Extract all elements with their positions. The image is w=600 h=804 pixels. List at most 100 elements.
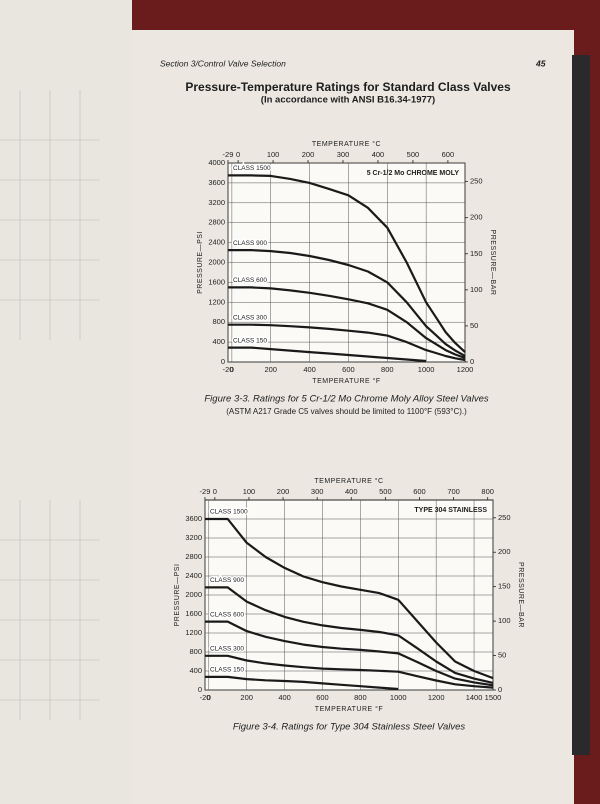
series-label: CLASS 600 — [233, 277, 267, 284]
y-tick-label: 0 — [221, 357, 225, 366]
chart-annotation: 5 Cr-1/2 Mo CHROME MOLY — [367, 170, 460, 177]
series-label: CLASS 900 — [210, 577, 244, 584]
x2-tick-label: -29 — [200, 487, 211, 496]
x-tick-label: 1200 — [457, 365, 474, 374]
x-tick-label: -20 — [200, 693, 211, 702]
y-tick-label: 1200 — [208, 297, 225, 306]
x2-tick-label: 600 — [442, 150, 455, 159]
x-tick-label: 1000 — [418, 365, 435, 374]
x2-tick-label: 300 — [311, 487, 324, 496]
y-tick-label: 2800 — [208, 218, 225, 227]
series-line — [228, 286, 466, 360]
x2-axis-label: TEMPERATURE °C — [314, 477, 383, 485]
x-tick-label: 400 — [278, 693, 291, 702]
y2-tick-label: 50 — [470, 321, 478, 330]
series-line — [205, 620, 494, 687]
x-tick-label: 600 — [316, 693, 329, 702]
y-axis-label: PRESSURE—PSI — [174, 564, 181, 627]
x2-tick-label: 100 — [267, 150, 280, 159]
series-label: CLASS 150 — [233, 337, 267, 344]
y2-tick-label: 250 — [498, 513, 511, 522]
y-tick-label: 400 — [212, 337, 225, 346]
left-page-grid — [0, 90, 100, 720]
x2-tick-label: 500 — [407, 150, 420, 159]
x-tick-label: 0 — [207, 693, 211, 702]
y-tick-label: 1600 — [185, 609, 202, 618]
x-tick-label: 200 — [240, 693, 253, 702]
x2-tick-label: 100 — [243, 487, 256, 496]
y-tick-label: 2000 — [185, 590, 202, 599]
y-tick-label: 2000 — [208, 257, 225, 266]
x-tick-label: 1000 — [390, 693, 407, 702]
y2-axis-label: PRESSURE—BAR — [489, 230, 496, 296]
x2-tick-label: 0 — [236, 150, 240, 159]
x2-tick-label: 600 — [413, 487, 426, 496]
x-tick-label: 1500 — [485, 693, 502, 702]
page-subtitle: (In accordance with ANSI B16.34-1977) — [261, 95, 435, 106]
y2-tick-label: 250 — [470, 177, 483, 186]
y2-tick-label: 100 — [470, 285, 483, 294]
x2-tick-label: 300 — [337, 150, 350, 159]
y2-tick-label: 150 — [498, 582, 511, 591]
x-tick-label: 400 — [303, 365, 316, 374]
series-line — [228, 174, 466, 353]
y-tick-label: 3200 — [208, 198, 225, 207]
series-line — [205, 654, 494, 689]
y-tick-label: 2800 — [185, 552, 202, 561]
x-tick-label: 1400 — [466, 693, 483, 702]
y2-axis-label: PRESSURE—BAR — [517, 562, 524, 628]
series-label: CLASS 1500 — [210, 509, 248, 516]
series-line — [205, 517, 494, 680]
series-line — [205, 675, 399, 691]
x-tick-label: -20 — [223, 365, 234, 374]
chart-annotation: TYPE 304 STAINLESS — [414, 507, 487, 514]
x2-tick-label: 400 — [345, 487, 358, 496]
x-tick-label: 1200 — [428, 693, 445, 702]
x2-tick-label: 500 — [379, 487, 392, 496]
y2-tick-label: 0 — [470, 357, 474, 366]
series-label: CLASS 1500 — [233, 165, 271, 172]
x2-tick-label: 800 — [481, 487, 494, 496]
y2-tick-label: 200 — [470, 213, 483, 222]
x2-tick-label: 0 — [213, 487, 217, 496]
y2-tick-label: 200 — [498, 547, 511, 556]
y-tick-label: 1200 — [185, 628, 202, 637]
y-tick-label: 3600 — [185, 514, 202, 523]
series-line — [228, 249, 466, 357]
x2-tick-label: 200 — [302, 150, 315, 159]
x2-tick-label: 400 — [372, 150, 385, 159]
y2-tick-label: 50 — [498, 651, 506, 660]
y-tick-label: 800 — [189, 647, 202, 656]
figure-caption: Figure 3-4. Ratings for Type 304 Stainle… — [233, 722, 466, 733]
series-label: CLASS 300 — [210, 646, 244, 653]
page-title: Pressure-Temperature Ratings for Standar… — [185, 80, 511, 94]
y-tick-label: 3600 — [208, 178, 225, 187]
x-tick-label: 800 — [381, 365, 394, 374]
y-tick-label: 1600 — [208, 277, 225, 286]
x-axis-label: TEMPERATURE °F — [315, 705, 383, 713]
figure-note: (ASTM A217 Grade C5 valves should be lim… — [226, 407, 467, 416]
x-axis-label: TEMPERATURE °F — [312, 377, 380, 385]
x2-tick-label: -29 — [223, 150, 234, 159]
y-axis-label: PRESSURE—PSI — [197, 231, 204, 294]
x-tick-label: 0 — [230, 365, 234, 374]
x2-tick-label: 700 — [447, 487, 460, 496]
series-label: CLASS 150 — [210, 667, 244, 674]
book-edge — [572, 55, 590, 755]
x2-axis-label: TEMPERATURE °C — [312, 140, 381, 148]
y2-tick-label: 150 — [470, 249, 483, 258]
y-tick-label: 0 — [198, 685, 202, 694]
y-tick-label: 2400 — [208, 238, 225, 247]
y-tick-label: 2400 — [185, 571, 202, 580]
y-tick-label: 4000 — [208, 158, 225, 167]
series-line — [205, 586, 494, 684]
page-number: 45 — [535, 58, 546, 68]
left-page — [0, 0, 132, 804]
x2-tick-label: 200 — [277, 487, 290, 496]
y2-tick-label: 100 — [498, 616, 511, 625]
y-tick-label: 400 — [189, 666, 202, 675]
figure-caption: Figure 3-3. Ratings for 5 Cr-1/2 Mo Chro… — [204, 394, 488, 405]
x-tick-label: 800 — [354, 693, 367, 702]
page-header: Section 3/Control Valve Selection — [160, 58, 286, 68]
